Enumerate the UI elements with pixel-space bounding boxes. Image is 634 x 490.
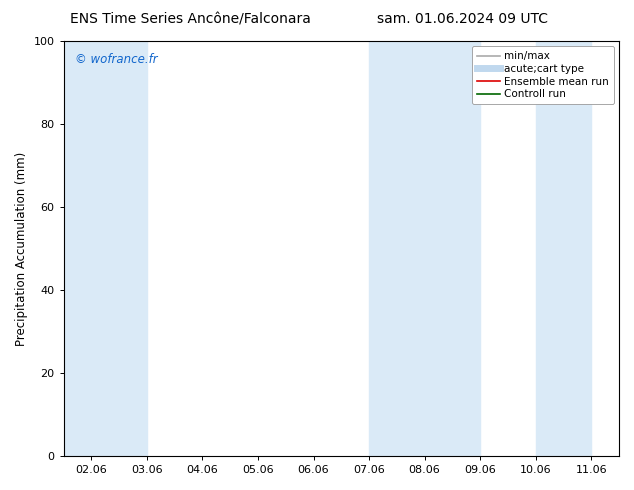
Bar xyxy=(91,41,147,456)
Bar xyxy=(369,41,425,456)
Text: © wofrance.fr: © wofrance.fr xyxy=(75,53,157,67)
Text: ENS Time Series Ancône/Falconara: ENS Time Series Ancône/Falconara xyxy=(70,12,311,26)
Legend: min/max, acute;cart type, Ensemble mean run, Controll run: min/max, acute;cart type, Ensemble mean … xyxy=(472,46,614,104)
Bar xyxy=(425,41,480,456)
Text: sam. 01.06.2024 09 UTC: sam. 01.06.2024 09 UTC xyxy=(377,12,548,26)
Bar xyxy=(536,41,592,456)
Y-axis label: Precipitation Accumulation (mm): Precipitation Accumulation (mm) xyxy=(15,151,28,345)
Bar xyxy=(36,41,91,456)
